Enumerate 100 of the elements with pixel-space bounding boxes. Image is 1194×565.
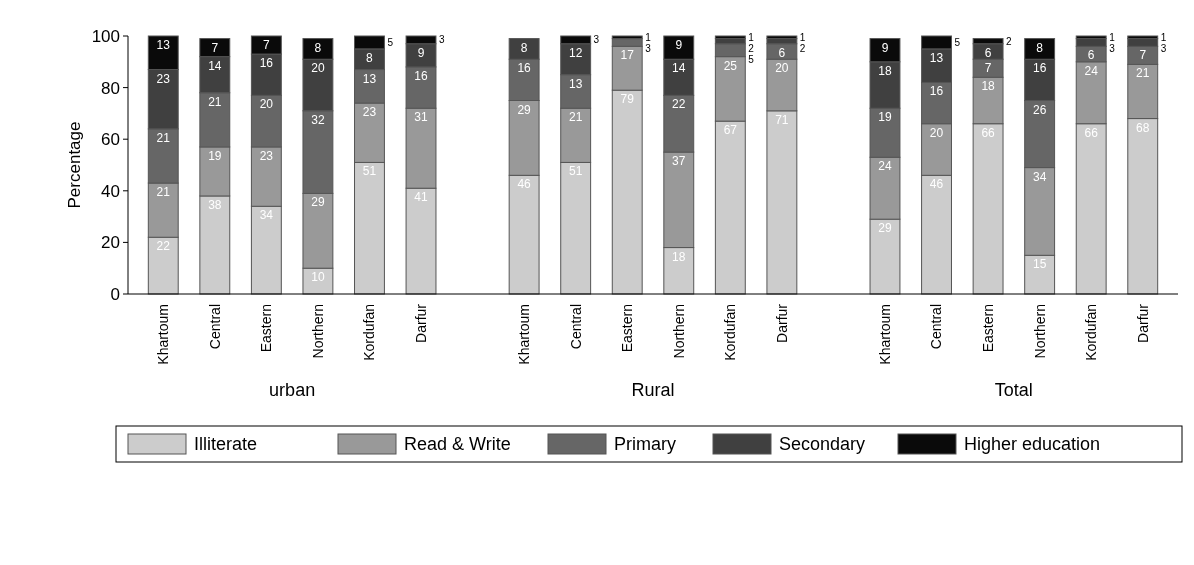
x-tick-label: Eastern: [979, 304, 996, 353]
bar: [766, 35, 798, 40]
data-label: 24: [878, 159, 892, 174]
data-label: 17: [620, 48, 635, 63]
legend-label: Secondary: [779, 434, 866, 455]
data-label: 21: [568, 110, 583, 125]
data-label: 21: [156, 130, 171, 145]
x-tick-label: Darfur: [412, 303, 429, 343]
data-label: 25: [723, 58, 738, 73]
data-label: 16: [929, 84, 944, 99]
data-label: 29: [517, 102, 532, 117]
data-label: 1: [799, 31, 806, 43]
data-label: 8: [366, 50, 374, 65]
legend-label: Illiterate: [194, 434, 258, 455]
data-label: 22: [672, 97, 686, 112]
data-label: 7: [984, 61, 992, 76]
data-label: 23: [156, 71, 171, 86]
data-label: 2: [748, 42, 755, 54]
data-label: 21: [156, 185, 171, 200]
data-label: 1: [1109, 31, 1116, 43]
text: Total: [994, 380, 1033, 400]
x-tick-label: Khartoum: [876, 304, 893, 365]
data-label: 6: [984, 45, 992, 60]
data-label: 8: [1036, 40, 1044, 55]
y-tick-label: 0: [110, 284, 120, 304]
data-label: 31: [414, 110, 429, 125]
data-label: 6: [778, 45, 786, 60]
data-label: 7: [263, 38, 271, 52]
data-label: 2: [799, 42, 806, 54]
data-label: 1: [645, 31, 652, 43]
y-tick-label: 40: [101, 181, 120, 201]
data-label: 20: [775, 61, 789, 76]
data-label: 20: [311, 61, 325, 76]
data-label: 5: [954, 36, 961, 48]
y-axis-title: Percentage: [65, 121, 84, 209]
legend-label: Higher education: [964, 434, 1101, 455]
data-label: 1: [1160, 31, 1167, 43]
x-tick-label: Northern: [670, 304, 687, 359]
text: Rural: [631, 380, 675, 400]
data-label: 20: [929, 125, 944, 140]
data-label: 9: [881, 40, 889, 55]
data-label: 13: [568, 76, 583, 91]
data-label: 18: [878, 63, 892, 78]
data-label: 3: [438, 34, 445, 46]
data-label: 16: [1032, 61, 1047, 76]
data-label: 24: [1084, 63, 1099, 78]
data-label: 6: [1087, 48, 1095, 63]
x-tick-label: Darfur: [773, 303, 790, 343]
data-label: 1: [748, 31, 755, 43]
data-label: 2: [1006, 35, 1013, 47]
data-label: 20: [259, 97, 274, 112]
x-tick-label: Eastern: [258, 304, 275, 353]
data-label: 8: [314, 40, 322, 55]
data-label: 21: [208, 94, 222, 109]
x-tick-label: Central: [928, 304, 945, 350]
data-label: 34: [1032, 169, 1047, 184]
data-label: 3: [645, 42, 652, 54]
data-label: 3: [1160, 42, 1167, 54]
data-label: 7: [211, 40, 219, 55]
data-label: 9: [417, 45, 425, 60]
data-label: 37: [672, 154, 686, 169]
data-label: 18: [981, 79, 996, 94]
x-tick-label: Kordufan: [722, 304, 739, 361]
data-label: 13: [156, 38, 171, 52]
data-label: 16: [517, 61, 532, 76]
data-label: 29: [311, 195, 325, 210]
legend-label: Read & Write: [404, 434, 511, 455]
data-label: 12: [568, 45, 583, 60]
data-label: 16: [414, 68, 429, 83]
x-tick-label: Northern: [309, 304, 326, 359]
x-tick-label: Eastern: [619, 304, 636, 353]
data-label: 3: [593, 34, 600, 46]
x-tick-label: Darfur: [1134, 303, 1151, 343]
data-label: 7: [1139, 48, 1147, 63]
bar: [714, 35, 746, 40]
x-tick-label: Northern: [1031, 304, 1048, 359]
legend-label: Primary: [614, 434, 676, 455]
data-label: 14: [208, 58, 222, 73]
data-label: 32: [311, 112, 325, 127]
data-label: 8: [520, 40, 528, 55]
data-label: 13: [362, 71, 377, 86]
x-tick-label: Central: [567, 304, 584, 350]
x-tick-label: Kordufan: [1083, 304, 1100, 361]
data-label: 26: [1032, 102, 1047, 117]
data-label: 19: [878, 110, 892, 125]
x-tick-label: Central: [206, 304, 223, 350]
x-tick-label: Khartoum: [516, 304, 533, 365]
data-label: 13: [929, 50, 944, 65]
data-label: 16: [259, 56, 274, 71]
data-label: 5: [748, 53, 755, 65]
data-label: 23: [259, 148, 274, 163]
x-tick-label: Kordufan: [361, 304, 378, 361]
y-tick-label: 100: [91, 26, 120, 46]
data-label: 9: [675, 38, 683, 52]
text: urban: [269, 380, 316, 400]
data-label: 14: [672, 61, 686, 76]
y-tick-label: 80: [101, 78, 120, 98]
data-label: 23: [362, 105, 377, 120]
data-label: 3: [1109, 42, 1116, 54]
x-tick-label: Khartoum: [155, 304, 172, 365]
